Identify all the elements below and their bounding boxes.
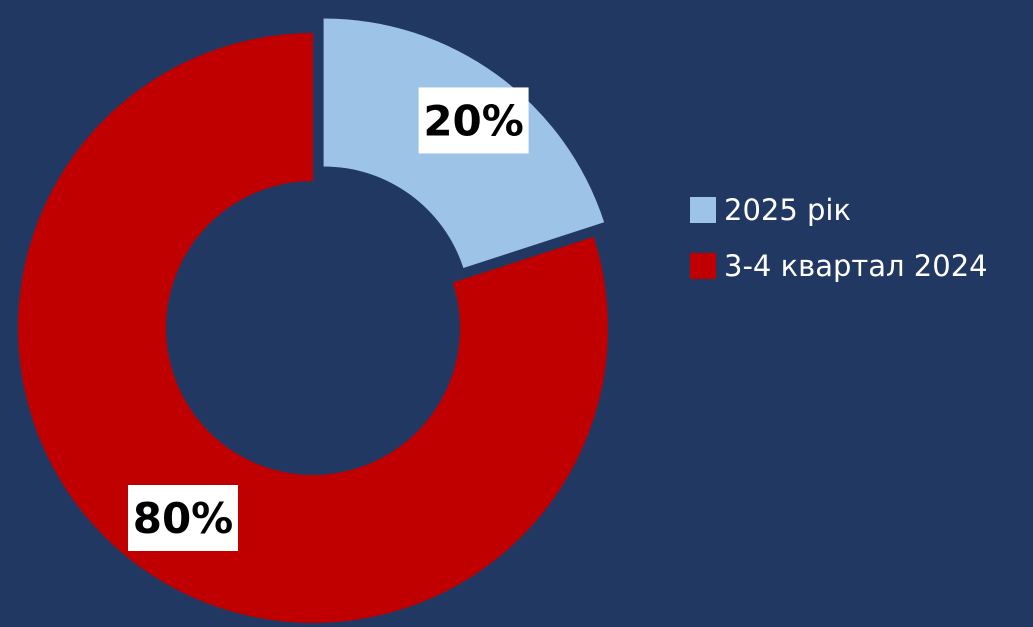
data-label-text-0: 20% <box>423 96 524 145</box>
legend-label-2024: 3-4 квартал 2024 <box>724 248 988 283</box>
data-label-box-0 <box>418 87 529 154</box>
slice-1 <box>17 33 608 623</box>
legend-item-2024: 3-4 квартал 2024 <box>690 238 988 294</box>
data-label-box-1 <box>128 485 238 551</box>
legend-item-2025: 2025 рік <box>690 182 988 238</box>
data-label-text-1: 80% <box>133 494 234 543</box>
legend-swatch-2024 <box>690 253 716 279</box>
data-label-0: 20% <box>418 87 529 154</box>
legend-label-2025: 2025 рік <box>724 192 852 227</box>
data-label-1: 80% <box>128 485 238 551</box>
chart-legend: 2025 рік 3-4 квартал 2024 <box>690 182 988 294</box>
legend-swatch-2025 <box>690 197 716 223</box>
